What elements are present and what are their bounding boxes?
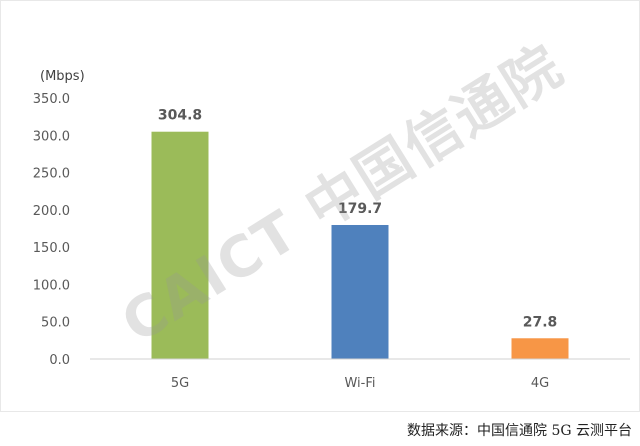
category-label: 4G (531, 376, 549, 391)
bar-4g (511, 338, 569, 359)
y-tick-label: 0.0 (49, 353, 70, 368)
y-tick-label: 350.0 (33, 92, 70, 107)
category-label: Wi-Fi (344, 376, 375, 391)
bar-chart: 0.0 50.0 100.0 150.0 200.0 250.0 300.0 350.0 30… (33, 69, 630, 391)
data-label: 179.7 (338, 201, 382, 217)
bars (151, 131, 569, 359)
y-tick-label: 300.0 (33, 129, 70, 144)
y-tick-label: 50.0 (41, 316, 70, 331)
bar-5g (151, 131, 209, 359)
y-tick-label: 250.0 (33, 167, 70, 182)
source-note: 数据来源：中国信通院 5G 云测平台 (407, 423, 632, 439)
value-labels: 304.8 179.7 27.8 (158, 108, 557, 331)
y-axis-ticks: 0.0 50.0 100.0 150.0 200.0 250.0 300.0 350.0 (33, 92, 70, 368)
category-labels: 5G Wi-Fi 4G (171, 376, 549, 391)
y-axis-unit: (Mbps) (40, 69, 85, 84)
category-label: 5G (171, 376, 189, 391)
y-tick-label: 100.0 (33, 278, 70, 293)
y-tick-label: 200.0 (33, 204, 70, 219)
data-label: 27.8 (523, 314, 558, 330)
data-label: 304.8 (158, 108, 202, 124)
y-tick-label: 150.0 (33, 241, 70, 256)
bar-wi-fi (331, 224, 389, 359)
